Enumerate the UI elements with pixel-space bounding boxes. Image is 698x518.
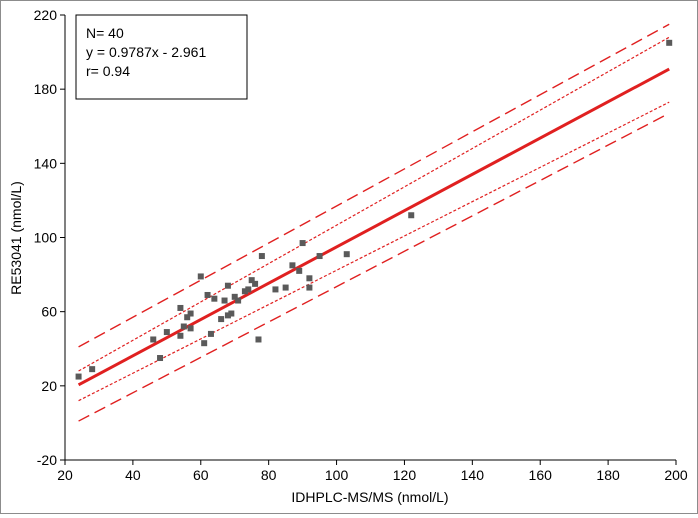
- data-point: [306, 284, 313, 291]
- stats-box: N= 40 y = 0.9787x - 2.961 r= 0.94: [75, 14, 248, 100]
- data-point: [258, 253, 265, 260]
- x-tick-label: 40: [125, 467, 141, 483]
- data-point: [289, 262, 296, 269]
- data-point: [211, 295, 218, 302]
- data-point: [408, 212, 415, 219]
- x-ticks-group: 20 40 60 80 100 120 140 160 180 200: [57, 460, 688, 483]
- stats-r: r= 0.94: [86, 63, 130, 79]
- data-point: [306, 275, 313, 282]
- data-point: [150, 336, 157, 343]
- data-point: [197, 273, 204, 280]
- x-tick-label: 140: [461, 467, 485, 483]
- regression-group: [77, 67, 670, 387]
- x-tick-label: 120: [393, 467, 417, 483]
- confidence-band-upper: [78, 36, 670, 372]
- data-point: [204, 291, 211, 298]
- y-tick-label: 180: [34, 81, 58, 97]
- data-point: [177, 304, 184, 311]
- y-tick-label: 100: [34, 230, 58, 246]
- data-point: [231, 293, 238, 300]
- data-point: [241, 288, 248, 295]
- y-tick-label: 20: [41, 378, 57, 394]
- data-point: [218, 316, 225, 323]
- data-point: [252, 280, 259, 287]
- data-point: [255, 336, 262, 343]
- y-tick-label: 60: [41, 304, 57, 320]
- data-point: [177, 332, 184, 339]
- stats-n: N= 40: [86, 25, 124, 41]
- data-point: [187, 310, 194, 317]
- data-point: [235, 297, 242, 304]
- x-tick-label: 180: [596, 467, 620, 483]
- data-point: [282, 284, 289, 291]
- data-point: [224, 312, 231, 319]
- data-point: [221, 297, 228, 304]
- x-tick-label: 60: [193, 467, 209, 483]
- y-axis-label: RE53041 (nmol/L): [8, 181, 24, 295]
- data-point: [248, 277, 255, 284]
- y-tick-label: 220: [34, 7, 58, 23]
- x-axis-label: IDHPLC-MS/MS (nmol/L): [291, 489, 448, 505]
- regression-line: [77, 67, 670, 387]
- data-point: [75, 373, 82, 380]
- data-point: [343, 251, 350, 258]
- data-point: [207, 330, 214, 337]
- data-point: [666, 39, 673, 46]
- data-point: [184, 314, 191, 321]
- data-point: [89, 366, 96, 373]
- stats-equation: y = 0.9787x - 2.961: [86, 44, 206, 60]
- data-point: [316, 253, 323, 260]
- prediction-band-upper: [78, 23, 670, 348]
- x-tick-label: 160: [529, 467, 553, 483]
- prediction-band-lower: [78, 112, 670, 422]
- data-point: [163, 329, 170, 336]
- confidence-band-lower: [78, 101, 670, 402]
- data-point: [299, 240, 306, 247]
- x-tick-label: 100: [325, 467, 349, 483]
- x-tick-label: 20: [57, 467, 73, 483]
- y-ticks-group: -20 20 60 100 140 180 220: [34, 7, 65, 468]
- data-point: [228, 310, 235, 317]
- data-point: [245, 286, 252, 293]
- data-point: [296, 267, 303, 274]
- data-point: [201, 340, 208, 347]
- points-group: [75, 39, 673, 380]
- data-point: [224, 282, 231, 289]
- data-point: [180, 323, 187, 330]
- bands-group: [78, 23, 670, 422]
- data-point: [187, 325, 194, 332]
- data-point: [272, 286, 279, 293]
- x-tick-label: 200: [664, 467, 688, 483]
- x-tick-label: 80: [261, 467, 277, 483]
- y-tick-label: 140: [34, 155, 58, 171]
- data-point: [157, 355, 164, 362]
- y-tick-label: -20: [37, 452, 57, 468]
